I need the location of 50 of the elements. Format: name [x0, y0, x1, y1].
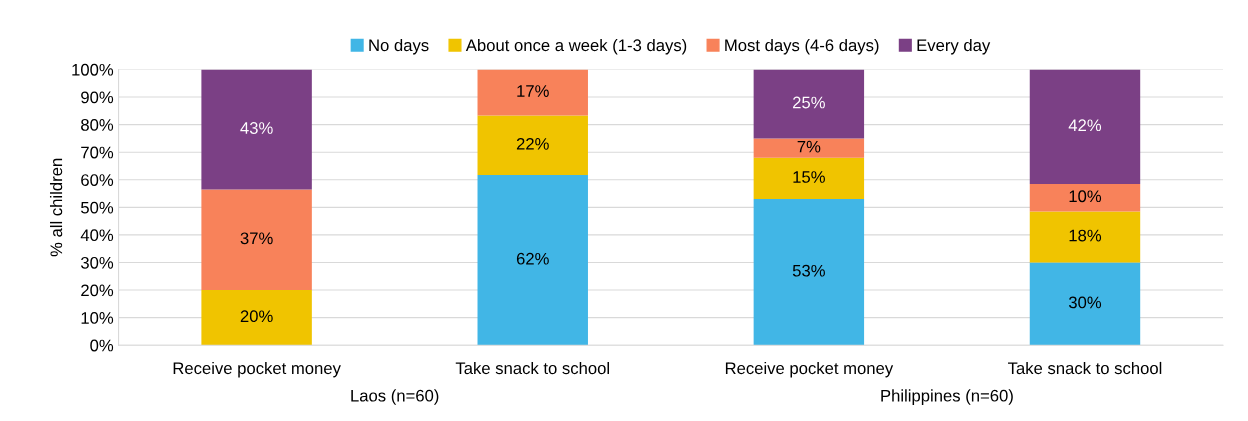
- bar: [753, 157, 865, 200]
- data-label: 43%: [240, 122, 273, 134]
- bar: [1029, 69, 1141, 184]
- y-axis-title: % all children: [49, 158, 63, 257]
- data-label: 17%: [517, 85, 549, 97]
- data-label: 18%: [1069, 229, 1102, 242]
- y-tick-label: 30%: [80, 256, 114, 269]
- data-label: 15%: [793, 171, 825, 183]
- legend-label: Every day: [917, 38, 991, 55]
- x-tick-label: Receive pocket money: [173, 361, 341, 378]
- data-label: 62%: [516, 252, 549, 265]
- x-tick-label: Take snack to school: [1008, 361, 1162, 375]
- legend-label: Most days (4-6 days): [725, 38, 879, 55]
- data-label: 42%: [1068, 119, 1102, 132]
- legend-label: No days: [369, 38, 429, 55]
- bar: [753, 69, 865, 139]
- y-tick-label: 40%: [80, 229, 114, 242]
- data-label: 22%: [516, 137, 549, 150]
- y-tick-label: 90%: [81, 91, 114, 104]
- bar: [477, 69, 588, 116]
- y-tick-label: 50%: [81, 201, 114, 214]
- y-tick-label: 20%: [81, 284, 114, 297]
- y-tick-label: 60%: [81, 174, 114, 186]
- bar: [201, 69, 312, 190]
- y-tick-label: 10%: [81, 312, 114, 324]
- y-tick-label: 70%: [81, 146, 114, 159]
- bar: [753, 199, 865, 346]
- data-label: 37%: [240, 232, 273, 245]
- data-label: 7%: [797, 140, 821, 153]
- data-label: 10%: [1069, 190, 1102, 203]
- bar: [201, 189, 312, 291]
- x-tick-label: Receive pocket money: [725, 361, 894, 378]
- data-label: 20%: [240, 310, 273, 323]
- bar: [1029, 211, 1141, 263]
- bar: [1029, 262, 1141, 346]
- text: Philippines (n=60): [881, 389, 1013, 405]
- bar: [477, 175, 588, 346]
- text: Laos (n=60): [351, 389, 439, 405]
- bar: [477, 115, 588, 176]
- bar: [753, 138, 865, 158]
- bar: [1029, 183, 1141, 212]
- y-tick-label: 100%: [72, 63, 114, 76]
- y-tick-label: 80%: [81, 119, 114, 131]
- data-label: 53%: [792, 264, 825, 277]
- data-label: 25%: [793, 96, 825, 109]
- data-label: 30%: [1068, 296, 1102, 309]
- x-tick-label: Take snack to school: [455, 361, 609, 375]
- legend-label: About once a week (1-3 days): [465, 38, 687, 55]
- y-tick-label: 0%: [90, 339, 114, 352]
- bar: [201, 290, 312, 346]
